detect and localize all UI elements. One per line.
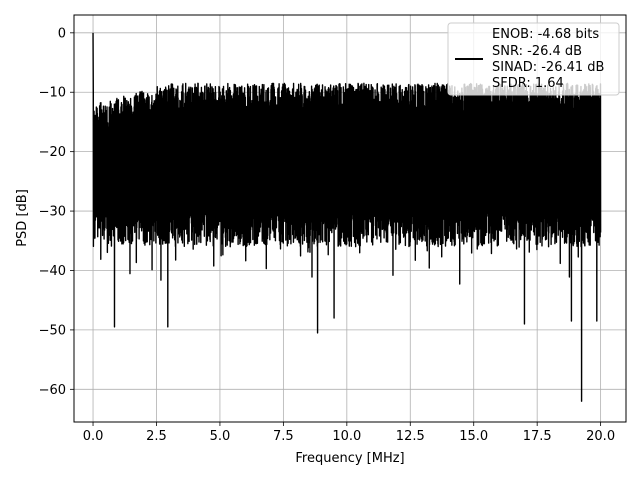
y-tick-label: −30: [39, 205, 66, 220]
legend-box: [447, 22, 620, 96]
x-tick-label: 10.0: [332, 429, 361, 444]
y-tick-label: −10: [39, 86, 66, 101]
y-tick-label: −20: [39, 145, 66, 160]
x-tick-label: 5.0: [210, 429, 231, 444]
y-axis: 0 −10 −20 −30 −40 −50 −60: [39, 26, 74, 398]
y-tick-label: −60: [39, 383, 66, 398]
legend-entry-1: ENOB: -4.68 bits: [492, 27, 599, 42]
x-axis-label: Frequency [MHz]: [295, 451, 404, 466]
legend-entry-2: SNR: -26.4 dB: [492, 44, 582, 59]
y-axis-label: PSD [dB]: [15, 189, 30, 247]
x-axis: 0.0 2.5 5.0 7.5 10.0 12.5 15.0 17.5 20.0: [83, 422, 615, 444]
legend: ENOB: -4.68 bits SNR: -26.4 dB SINAD: -2…: [447, 22, 620, 96]
legend-entry-3: SINAD: -26.41 dB: [492, 60, 604, 75]
y-tick-label: −40: [39, 264, 66, 279]
x-tick-label: 20.0: [586, 429, 615, 444]
x-tick-label: 7.5: [273, 429, 294, 444]
series-psd: [92, 32, 602, 402]
plot-frame: [73, 14, 627, 423]
x-tick-label: 0.0: [83, 429, 104, 444]
x-tick-label: 15.0: [459, 429, 488, 444]
x-tick-label: 2.5: [146, 429, 167, 444]
y-tick-label: −50: [39, 323, 66, 338]
x-tick-label: 12.5: [396, 429, 425, 444]
x-tick-label: 17.5: [523, 429, 552, 444]
legend-entry-4: SFDR: 1.64: [492, 76, 564, 91]
psd-trace-line: [92, 32, 602, 402]
y-tick-label: 0: [58, 26, 66, 41]
